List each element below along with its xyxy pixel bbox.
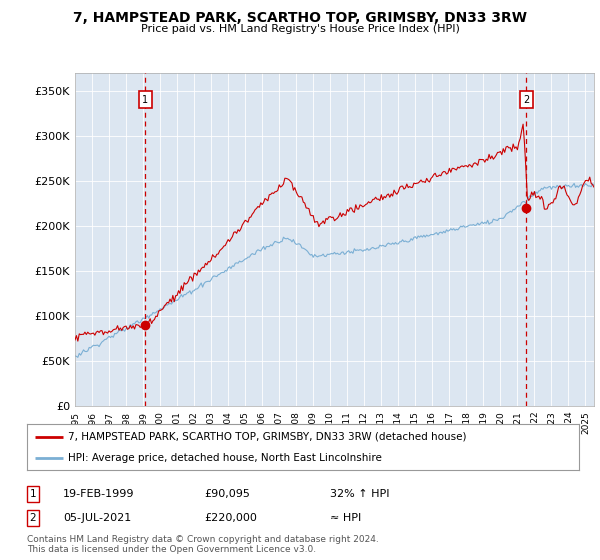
Text: 1: 1: [29, 489, 37, 499]
Text: 32% ↑ HPI: 32% ↑ HPI: [330, 489, 389, 499]
Text: £90,095: £90,095: [204, 489, 250, 499]
Text: HPI: Average price, detached house, North East Lincolnshire: HPI: Average price, detached house, Nort…: [68, 453, 382, 463]
Text: 05-JUL-2021: 05-JUL-2021: [63, 513, 131, 523]
Text: 2: 2: [523, 95, 529, 105]
Text: 2: 2: [29, 513, 37, 523]
Text: 7, HAMPSTEAD PARK, SCARTHO TOP, GRIMSBY, DN33 3RW: 7, HAMPSTEAD PARK, SCARTHO TOP, GRIMSBY,…: [73, 11, 527, 25]
Text: 19-FEB-1999: 19-FEB-1999: [63, 489, 134, 499]
Text: Price paid vs. HM Land Registry's House Price Index (HPI): Price paid vs. HM Land Registry's House …: [140, 24, 460, 34]
Text: 7, HAMPSTEAD PARK, SCARTHO TOP, GRIMSBY, DN33 3RW (detached house): 7, HAMPSTEAD PARK, SCARTHO TOP, GRIMSBY,…: [68, 432, 467, 442]
Text: Contains HM Land Registry data © Crown copyright and database right 2024.
This d: Contains HM Land Registry data © Crown c…: [27, 535, 379, 554]
Text: 1: 1: [142, 95, 148, 105]
Text: ≈ HPI: ≈ HPI: [330, 513, 361, 523]
Text: £220,000: £220,000: [204, 513, 257, 523]
